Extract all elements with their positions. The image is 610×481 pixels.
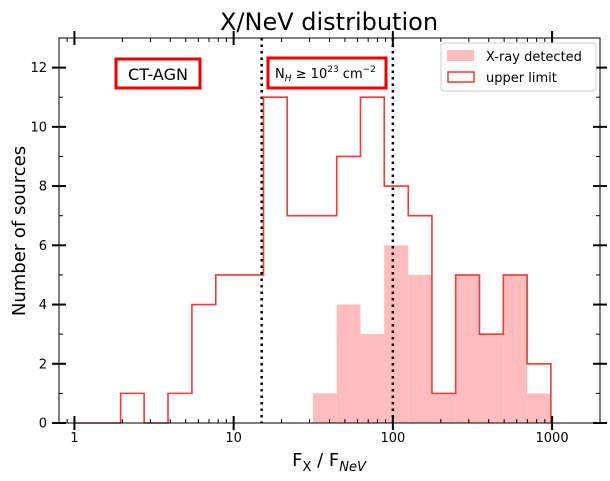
axis-ticks-layer: 1 10 100 1000 0 2 4 6 8 10 12 <box>30 31 607 446</box>
detected-bar <box>360 334 385 423</box>
ct-agn-text: CT-AGN <box>128 65 188 84</box>
detected-bar <box>408 274 432 423</box>
nh-annotation: NH ≥ 1023 cm−2 <box>266 56 388 90</box>
y-tick-label: 6 <box>39 239 47 254</box>
chart-title: X/NeV distribution <box>220 8 438 36</box>
x-tick-label: 1 <box>70 431 78 446</box>
detected-bar <box>527 393 551 423</box>
legend: X-ray detected upper limit <box>440 42 597 92</box>
x-tick-label: 100 <box>380 431 405 446</box>
detected-bar <box>455 274 480 423</box>
detected-bar <box>431 393 456 423</box>
ct-agn-annotation: CT-AGN <box>114 57 202 90</box>
y-tick-label: 2 <box>39 357 47 372</box>
detected-bar <box>479 334 504 423</box>
y-tick-label: 8 <box>39 180 47 195</box>
x-label-sub-nev: NeV <box>339 460 367 475</box>
legend-swatch-detected <box>447 50 474 61</box>
legend-label-detected: X-ray detected <box>486 50 582 65</box>
legend-label-upper-limit: upper limit <box>486 71 557 86</box>
legend-frame <box>440 42 597 92</box>
x-tick-label: 10 <box>225 431 242 446</box>
detected-bars-layer <box>312 245 551 423</box>
nh-text: NH ≥ 1023 cm−2 <box>275 65 376 84</box>
x-label-sub-x: X <box>302 460 311 475</box>
y-tick-label: 12 <box>30 61 47 76</box>
upper-limit-step-layer <box>74 96 552 424</box>
detected-bar <box>384 245 409 423</box>
y-tick-label: 0 <box>39 417 47 432</box>
y-axis-label: Number of sources <box>9 146 30 316</box>
detected-bar <box>312 393 337 423</box>
y-tick-label: 4 <box>39 298 47 313</box>
ct-agn-box <box>114 57 202 90</box>
threshold-lines-layer <box>260 38 395 423</box>
y-tick-label: 10 <box>30 120 47 135</box>
upper-limit-step-line <box>74 96 552 424</box>
x-axis-label: FX / FNeV <box>292 450 367 475</box>
legend-swatch-upper-limit <box>447 71 475 83</box>
detected-bar <box>503 274 528 423</box>
detected-bar <box>336 304 361 423</box>
x-tick-label: 1000 <box>536 431 569 446</box>
nh-box <box>266 56 388 90</box>
